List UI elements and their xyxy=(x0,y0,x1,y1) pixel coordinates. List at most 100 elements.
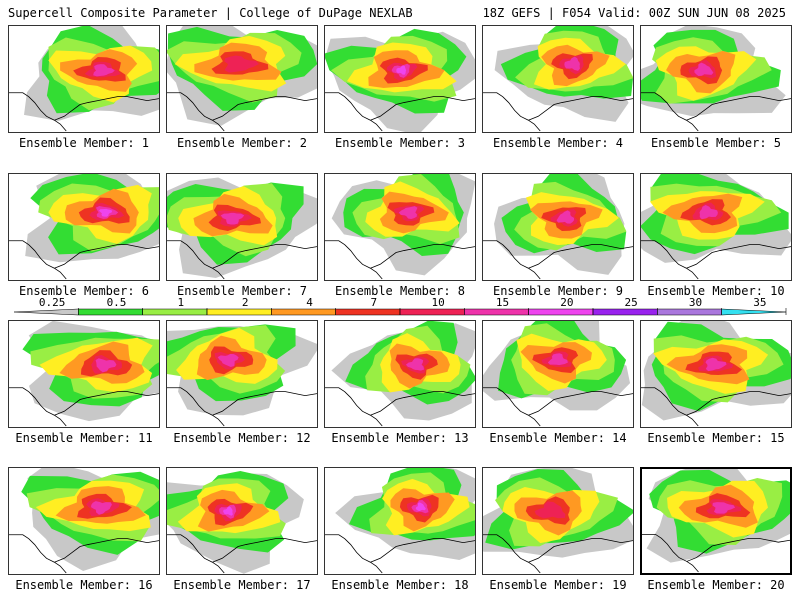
colorbar-tick-label: 2 xyxy=(242,297,249,309)
coastline xyxy=(483,240,633,280)
scp-map[interactable] xyxy=(8,173,160,281)
ensemble-member-panel[interactable]: Ensemble Member: 15 xyxy=(640,320,792,448)
scp-map[interactable] xyxy=(640,25,792,133)
scp-map[interactable] xyxy=(482,320,634,428)
ensemble-member-panel[interactable]: Ensemble Member: 7 xyxy=(166,173,318,301)
scp-contour xyxy=(220,212,245,225)
ensemble-member-panel[interactable]: Ensemble Member: 2 xyxy=(166,25,318,153)
ensemble-member-panel[interactable]: Ensemble Member: 3 xyxy=(324,25,476,153)
scp-contour xyxy=(415,502,426,511)
member-label: Ensemble Member: 4 xyxy=(492,136,624,150)
scp-contour xyxy=(99,208,113,217)
ensemble-member-panel[interactable]: Ensemble Member: 6 xyxy=(8,173,160,301)
scp-contour xyxy=(217,353,239,368)
scp-contour xyxy=(547,353,568,366)
colorbar-tick-label: 10 xyxy=(432,297,445,309)
scp-map[interactable] xyxy=(324,320,476,428)
ensemble-member-panel[interactable]: Ensemble Member: 8 xyxy=(324,173,476,301)
scp-map[interactable] xyxy=(640,467,792,575)
member-label: Ensemble Member: 2 xyxy=(176,136,308,150)
scp-map[interactable] xyxy=(324,173,476,281)
colorbar-segment xyxy=(13,308,79,316)
ensemble-member-panel[interactable]: Ensemble Member: 19 xyxy=(482,467,634,595)
ensemble-member-panel[interactable]: Ensemble Member: 13 xyxy=(324,320,476,448)
coastline xyxy=(641,92,791,132)
member-label: Ensemble Member: 1 xyxy=(18,136,150,150)
colorbar-tick-label: 15 xyxy=(496,297,509,309)
ensemble-member-panel[interactable]: Ensemble Member: 10 xyxy=(640,173,792,301)
ensemble-member-panel[interactable]: Ensemble Member: 4 xyxy=(482,25,634,153)
ensemble-member-panel[interactable]: Ensemble Member: 17 xyxy=(166,467,318,595)
scp-map[interactable] xyxy=(8,320,160,428)
colorbar-tick-label: 30 xyxy=(689,297,702,309)
scp-map[interactable] xyxy=(166,25,318,133)
ensemble-member-panel[interactable]: Ensemble Member: 20 xyxy=(640,467,792,595)
colorbar-tick-label: 0.25 xyxy=(39,297,66,309)
scp-contour xyxy=(712,502,736,514)
scp-contour xyxy=(556,210,575,224)
scp-map[interactable] xyxy=(8,467,160,575)
member-label: Ensemble Member: 10 xyxy=(647,284,785,298)
colorbar-segment xyxy=(399,308,465,316)
colorbar-segment xyxy=(335,308,401,316)
coastline xyxy=(167,387,317,427)
scp-contour xyxy=(223,506,233,516)
ensemble-member-panel[interactable]: Ensemble Member: 12 xyxy=(166,320,318,448)
member-label: Ensemble Member: 20 xyxy=(647,578,785,592)
header-right-title: 18Z GEFS | F054 Valid: 00Z SUN JUN 08 20… xyxy=(482,6,786,20)
scp-contour xyxy=(699,205,718,220)
colorbar-tick-label: 35 xyxy=(753,297,766,309)
scp-contour xyxy=(224,55,259,73)
ensemble-member-panel[interactable]: Ensemble Member: 1 xyxy=(8,25,160,153)
coastline xyxy=(9,240,159,280)
scp-map[interactable] xyxy=(640,320,792,428)
colorbar-tick-label: 20 xyxy=(560,297,573,309)
coastline xyxy=(167,534,317,574)
member-label: Ensemble Member: 16 xyxy=(15,578,153,592)
colorbar-segment xyxy=(78,308,143,316)
coastline xyxy=(167,240,317,280)
coastline xyxy=(642,534,790,573)
scp-map[interactable] xyxy=(166,320,318,428)
member-label: Ensemble Member: 19 xyxy=(489,578,627,592)
scp-map[interactable] xyxy=(640,173,792,281)
ensemble-member-panel[interactable]: Ensemble Member: 9 xyxy=(482,173,634,301)
ensemble-member-panel[interactable]: Ensemble Member: 5 xyxy=(640,25,792,153)
colorbar-tick-label: 7 xyxy=(371,297,378,309)
scp-contour xyxy=(405,358,425,371)
coastline xyxy=(325,240,475,280)
member-label: Ensemble Member: 13 xyxy=(331,431,469,445)
member-label: Ensemble Member: 3 xyxy=(334,136,466,150)
ensemble-member-panel[interactable]: Ensemble Member: 16 xyxy=(8,467,160,595)
coastline xyxy=(325,92,475,132)
scp-contour xyxy=(93,64,115,77)
scp-contour xyxy=(694,62,714,76)
coastline xyxy=(325,534,475,574)
member-label: Ensemble Member: 17 xyxy=(173,578,311,592)
member-label: Ensemble Member: 11 xyxy=(15,431,153,445)
colorbar-tick-label: 1 xyxy=(178,297,185,309)
member-label: Ensemble Member: 9 xyxy=(492,284,624,298)
scp-map[interactable] xyxy=(482,467,634,575)
scp-map[interactable] xyxy=(324,467,476,575)
scp-contour xyxy=(564,56,580,71)
scp-contour xyxy=(91,501,112,515)
scp-map[interactable] xyxy=(324,25,476,133)
ensemble-member-panel[interactable]: Ensemble Member: 11 xyxy=(8,320,160,448)
member-label: Ensemble Member: 6 xyxy=(18,284,150,298)
colorbar-segment xyxy=(142,308,208,316)
scp-map[interactable] xyxy=(8,25,160,133)
colorbar-tick-label: 25 xyxy=(625,297,638,309)
scp-map[interactable] xyxy=(482,25,634,133)
colorbar-segment xyxy=(206,308,272,316)
ensemble-member-panel[interactable]: Ensemble Member: 14 xyxy=(482,320,634,448)
scp-map[interactable] xyxy=(482,173,634,281)
coastline xyxy=(9,534,159,574)
colorbar-tick-label: 0.5 xyxy=(107,297,127,309)
colorbar-tick-label: 4 xyxy=(306,297,313,309)
ensemble-member-panel[interactable]: Ensemble Member: 18 xyxy=(324,467,476,595)
scp-map[interactable] xyxy=(166,467,318,575)
coastline xyxy=(483,92,633,132)
scp-map[interactable] xyxy=(166,173,318,281)
member-label: Ensemble Member: 7 xyxy=(176,284,308,298)
